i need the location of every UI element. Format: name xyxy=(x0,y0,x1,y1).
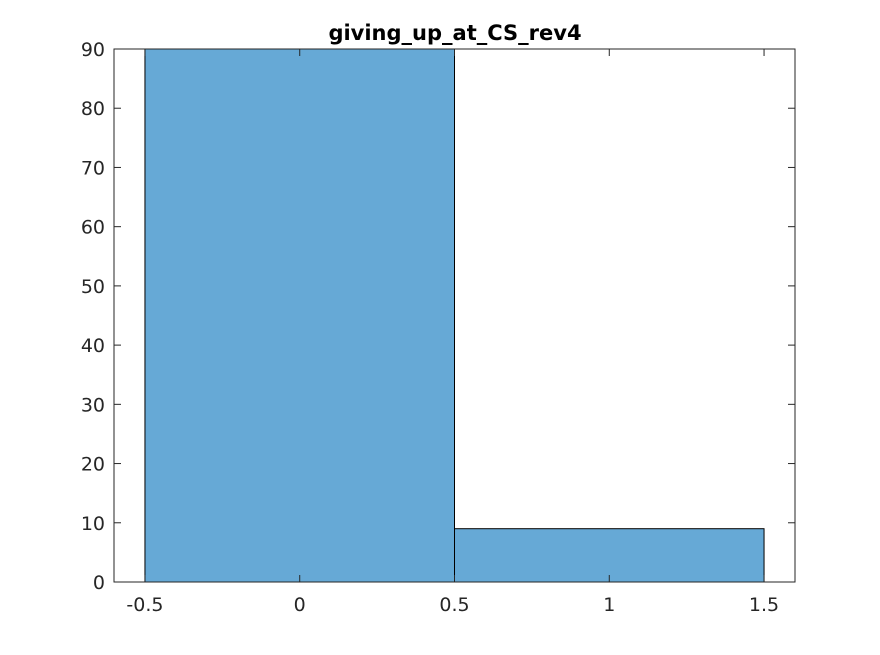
x-tick-label: 1.5 xyxy=(749,594,779,616)
ticks-layer xyxy=(114,48,795,583)
y-tick-label: 0 xyxy=(93,572,105,594)
y-tick-label: 80 xyxy=(81,98,105,120)
chart-title: giving_up_at_CS_rev4 xyxy=(328,21,581,45)
y-tick-labels: 0 10 20 30 40 50 60 70 80 90 xyxy=(81,39,105,594)
y-tick-label: 20 xyxy=(81,454,105,476)
y-tick-label: 90 xyxy=(81,39,105,61)
x-tick-label: 0 xyxy=(294,594,306,616)
y-tick-label: 30 xyxy=(81,394,105,416)
x-tick-labels: -0.5 0 0.5 1 1.5 xyxy=(126,594,779,616)
y-tick-label: 50 xyxy=(81,276,105,298)
x-tick-label: 1 xyxy=(603,594,615,616)
histogram-bar-1 xyxy=(454,528,765,583)
y-tick-label: 70 xyxy=(81,157,105,179)
histogram-bar-0 xyxy=(144,48,455,583)
y-tick-label: 40 xyxy=(81,335,105,357)
y-tick-label: 60 xyxy=(81,217,105,239)
x-tick-label: -0.5 xyxy=(126,594,163,616)
x-tick-label: 0.5 xyxy=(439,594,469,616)
bars-layer xyxy=(144,48,765,583)
y-tick-label: 10 xyxy=(81,513,105,535)
